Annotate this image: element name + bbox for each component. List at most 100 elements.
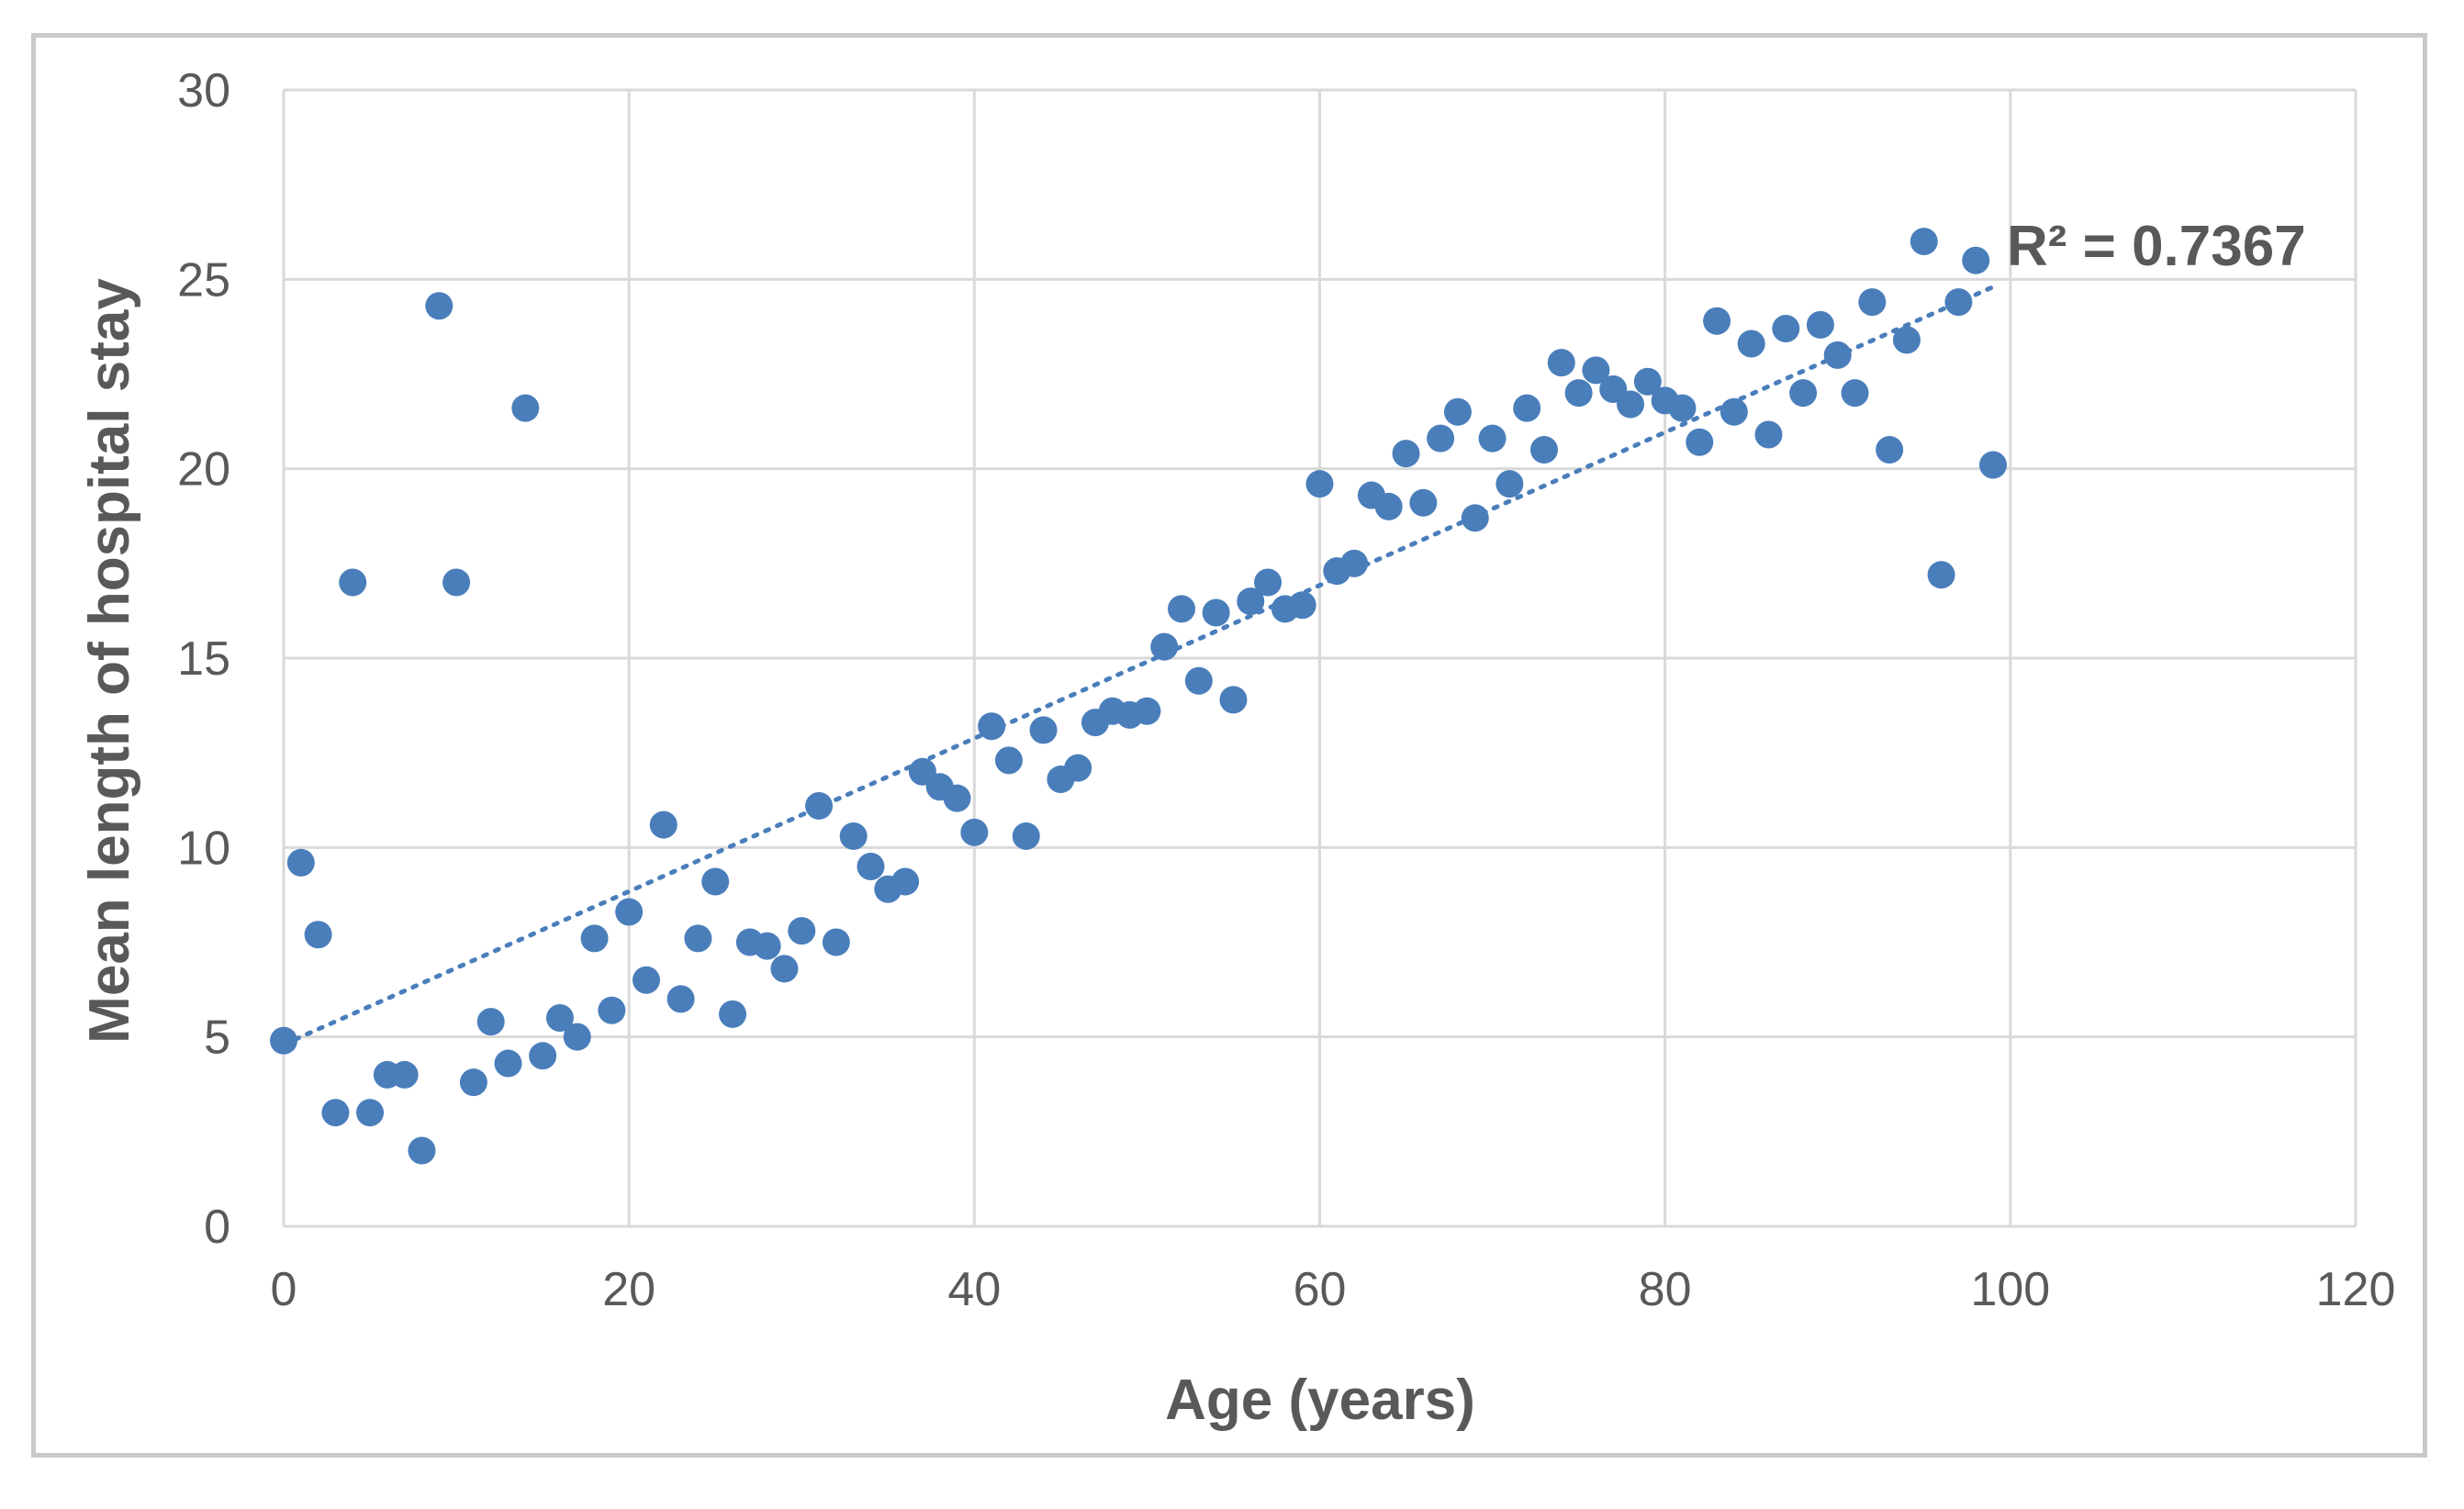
- data-point: [580, 924, 609, 953]
- data-point: [1392, 440, 1420, 468]
- data-point: [684, 924, 712, 953]
- data-point: [1703, 307, 1731, 335]
- data-point: [1876, 436, 1904, 464]
- data-point: [563, 1023, 591, 1051]
- data-point: [1962, 246, 1990, 274]
- data-point: [1944, 288, 1973, 317]
- data-point: [286, 848, 315, 877]
- data-point: [666, 985, 695, 1013]
- data-point: [1254, 568, 1282, 597]
- x-tick-label: 60: [1294, 1263, 1347, 1316]
- data-point: [1979, 451, 2008, 479]
- data-point: [1530, 436, 1559, 464]
- data-point: [425, 292, 454, 320]
- data-point: [1754, 420, 1783, 449]
- data-point: [1029, 716, 1058, 744]
- data-point: [304, 921, 332, 949]
- y-tick-label: 20: [177, 443, 230, 497]
- data-point: [805, 791, 834, 820]
- data-point: [1617, 390, 1645, 419]
- trendline: [281, 285, 1996, 1047]
- data-point: [753, 932, 781, 960]
- x-tick-label: 100: [1970, 1263, 2050, 1316]
- data-point: [1168, 595, 1196, 623]
- data-point: [270, 1026, 297, 1055]
- y-tick-label: 30: [177, 64, 230, 117]
- data-point: [1772, 314, 1800, 342]
- data-point: [891, 867, 920, 896]
- data-point: [1288, 591, 1316, 620]
- data-point: [1841, 379, 1869, 408]
- data-point: [943, 784, 971, 812]
- x-tick-label: 20: [602, 1263, 655, 1316]
- data-point: [632, 966, 660, 994]
- y-tick-label: 0: [204, 1201, 230, 1254]
- data-point: [719, 1000, 747, 1028]
- data-point: [1737, 330, 1765, 358]
- data-point: [339, 568, 367, 597]
- tick-labels: 0 5 10 15 20 25 30 0 20 40 60 80 100 120: [177, 64, 2395, 1316]
- data-point: [615, 898, 644, 926]
- data-point: [701, 867, 730, 896]
- data-point: [1133, 697, 1161, 725]
- data-point: [1202, 598, 1230, 627]
- data-point: [494, 1049, 522, 1078]
- data-point: [994, 746, 1023, 775]
- data-point: [1823, 341, 1852, 369]
- data-point: [1927, 561, 1955, 589]
- y-tick-label: 10: [177, 822, 230, 875]
- data-point: [978, 712, 1006, 741]
- data-point: [476, 1008, 505, 1036]
- y-axis-title: Mean length of hospital stay: [78, 278, 141, 1044]
- data-point: [857, 852, 885, 880]
- x-tick-label: 80: [1639, 1263, 1692, 1316]
- data-point: [1686, 428, 1714, 456]
- x-axis-title: Age (years): [1165, 1369, 1475, 1432]
- data-point: [1547, 349, 1575, 377]
- data-point: [1012, 822, 1040, 850]
- data-point: [1633, 367, 1662, 396]
- data-point: [356, 1099, 385, 1127]
- data-point: [1858, 288, 1887, 317]
- data-point: [511, 394, 540, 422]
- data-point: [1219, 686, 1248, 714]
- data-point: [1719, 397, 1748, 426]
- data-point: [1513, 394, 1541, 422]
- data-point: [1495, 470, 1524, 498]
- data-point: [1340, 549, 1369, 577]
- data-point: [598, 996, 626, 1024]
- data-point: [1064, 754, 1092, 782]
- data-point: [1910, 228, 1938, 256]
- y-tick-label: 15: [177, 632, 230, 686]
- x-tick-label: 120: [2316, 1263, 2396, 1316]
- data-point: [1806, 310, 1834, 339]
- data-point: [1427, 424, 1455, 453]
- data-point: [649, 810, 678, 839]
- data-point: [1478, 424, 1506, 453]
- data-point: [321, 1099, 350, 1127]
- r-squared-label: R² = 0.7367: [2007, 215, 2306, 278]
- data-point: [1150, 632, 1179, 661]
- data-point: [1582, 356, 1610, 385]
- data-point: [1443, 397, 1472, 426]
- chart-frame: [31, 33, 2427, 1458]
- data-point: [1789, 379, 1818, 408]
- data-point: [390, 1060, 419, 1089]
- y-tick-label: 5: [204, 1012, 230, 1065]
- data-point: [1237, 587, 1265, 616]
- data-point: [442, 568, 471, 597]
- data-point: [839, 822, 868, 850]
- data-point: [788, 917, 816, 945]
- data-point: [960, 818, 989, 846]
- data-points: [270, 228, 2008, 1165]
- data-point: [1184, 666, 1213, 695]
- data-point: [408, 1136, 436, 1165]
- data-point: [1892, 326, 1921, 354]
- data-point: [1409, 488, 1438, 517]
- data-point: [1374, 492, 1403, 520]
- x-tick-label: 0: [271, 1263, 297, 1316]
- trendline-line: [281, 285, 1996, 1047]
- data-point: [1305, 470, 1334, 498]
- data-point: [770, 955, 799, 983]
